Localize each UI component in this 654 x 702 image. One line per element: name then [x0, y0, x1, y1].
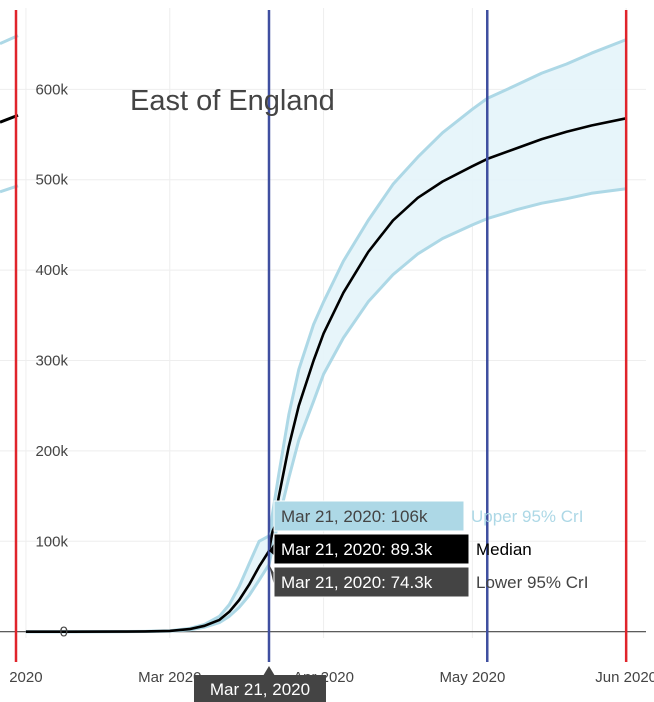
- hover-value-text: Mar 21, 2020: 89.3k: [281, 540, 433, 559]
- x-tick-label: Mar 2020: [138, 669, 201, 686]
- x-hover-box: [193, 675, 326, 702]
- lower-95-series-line: [25, 187, 627, 634]
- hover-value-text: Mar 21, 2020: 106k: [281, 507, 428, 526]
- credible-interval-band: [25, 39, 627, 632]
- hover-box: [273, 566, 470, 598]
- y-tick-label: 300k: [35, 353, 68, 370]
- chart-title: East of England: [130, 85, 335, 117]
- x-hover-pointer: [262, 666, 275, 676]
- y-tick-label: 0: [60, 624, 68, 641]
- hover-box: [273, 533, 470, 565]
- series-group: [0, 34, 627, 634]
- hover-value-text: Mar 21, 2020: 74.3k: [281, 573, 433, 592]
- x-tick-label: May 2020: [439, 669, 505, 686]
- median-series-line: [25, 117, 627, 633]
- y-tick-label: 400k: [35, 262, 68, 279]
- y-tick-label: 600k: [35, 81, 68, 98]
- x-tick-label: 2020: [9, 669, 42, 686]
- hover-pointer: [268, 564, 275, 589]
- x-hover-date-label: Mar 21, 2020: [210, 680, 310, 699]
- hover-series-name: Upper 95% CrI: [471, 507, 583, 526]
- y-tick-label: 200k: [35, 443, 68, 460]
- hover-box: [273, 500, 465, 532]
- hover-series-name: Lower 95% CrI: [476, 573, 588, 592]
- hover-series-name: Median: [476, 540, 532, 559]
- y-tick-label: 100k: [35, 533, 68, 550]
- y-tick-label: 500k: [35, 172, 68, 189]
- x-tick-label: Jun 2020: [595, 669, 654, 686]
